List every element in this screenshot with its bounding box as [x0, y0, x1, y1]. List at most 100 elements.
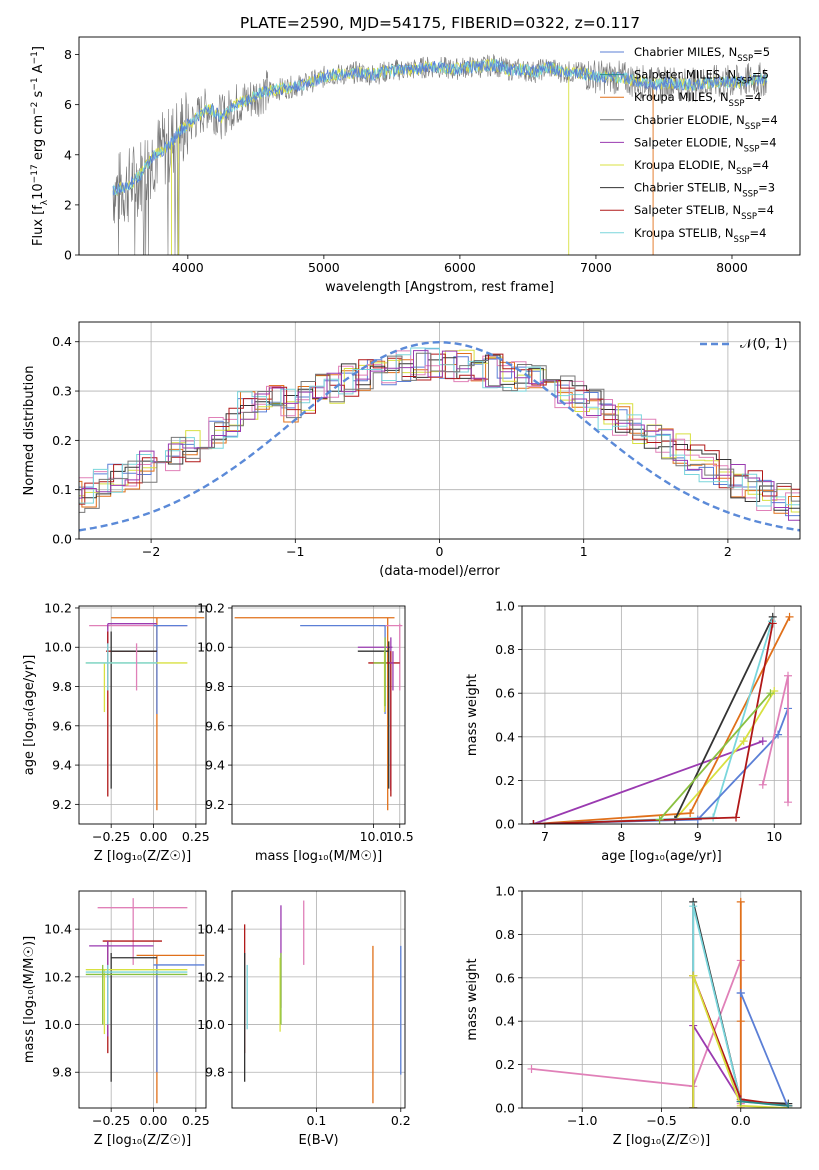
mass_vs_Z-xtick-label: 0.00	[140, 1113, 168, 1128]
age_vs_mass-plot	[234, 617, 403, 811]
mass_vs_Z-ylabel: mass [log₁₀(M/M☉)]	[22, 936, 37, 1063]
legend-tail: =5	[752, 68, 769, 82]
spectrum-legend-label: Salpeter MILES, NSSP=5	[634, 68, 769, 87]
weight_vs_Z-series-line	[740, 1100, 789, 1107]
spectrum-xtick-label: 6000	[444, 260, 476, 275]
weight_vs_Z-series-line	[692, 975, 789, 1108]
age_vs_Z-xtick-label: 0.25	[182, 829, 210, 844]
mass_vs_Z-ytick-label: 10.0	[44, 1017, 72, 1032]
legend-sub: SSP	[744, 144, 760, 154]
age_vs_mass-xtick-label: 10.5	[386, 829, 414, 844]
age_vs_mass-ytick-label: 10.0	[197, 640, 225, 655]
age_vs_mass-ytick-label: 10.2	[197, 600, 225, 615]
weight_vs_age-series-line	[533, 623, 774, 824]
weight_vs_Z-ytick-label: 1.0	[495, 884, 515, 899]
age_vs_Z-ytick-label: 10.2	[44, 600, 72, 615]
spectrum-ylabel-part: −17	[30, 164, 40, 183]
weight_vs_age-series-line	[533, 708, 789, 824]
spectrum-xtick-label: 5000	[308, 260, 340, 275]
weight_vs_age-marker	[732, 813, 741, 822]
age_vs_Z-xtick-label: 0.00	[140, 829, 168, 844]
age_vs_mass-ytick-label: 9.8	[205, 679, 225, 694]
spectrum-ylabel-part: 10	[31, 183, 46, 200]
weight_vs_age-ytick-label: 0.8	[495, 642, 515, 657]
weight_vs_age-ytick-label: 1.0	[495, 599, 515, 614]
weight_vs_age-marker	[655, 815, 664, 824]
mass_vs_ebv-frame: 0.1 0.2 9.8 10.0 10.2 10.4 E(B-V)	[197, 890, 411, 1148]
spectrum-data-line	[112, 54, 768, 255]
mass_vs_ebv-ytick-label: 10.2	[197, 969, 225, 984]
legend-tail: =4	[744, 90, 761, 104]
residuals-ytick-label: 0.1	[52, 482, 72, 497]
weight_vs_age-marker	[768, 619, 777, 628]
residuals-plot	[79, 340, 800, 532]
mass_vs_ebv-xtick-label: 0.2	[391, 1113, 411, 1128]
mass_vs_ebv-axes: 0.1 0.2 9.8 10.0 10.2 10.4 E(B-V)	[197, 890, 411, 1148]
spectrum-legend-label: Chabrier MILES, NSSP=5	[634, 45, 770, 64]
mass_vs_Z-xtick-label: 0.25	[182, 1113, 210, 1128]
mass_vs_Z-axes: −0.25 0.00 0.25 9.8 10.0 10.2 10.4 Z [log₁₀(Z/Z…	[22, 890, 210, 1148]
spectrum-axes-frame	[78, 36, 801, 256]
legend-tail: =3	[758, 181, 775, 195]
weight_vs_Z-marker	[736, 988, 745, 997]
spectrum-model-line	[112, 59, 768, 196]
weight_vs_Z-marker	[527, 1064, 536, 1073]
mass_vs_ebv-axes-frame	[231, 890, 406, 1109]
residuals-histogram-series	[79, 352, 800, 513]
residuals-axes: −2 −1 0 1 2 0.0 0.1 0.2 0.3 0.4 (data-model)/error…	[22, 321, 801, 579]
weight_vs_Z-xtick-label: −0.5	[646, 1113, 676, 1128]
spectrum-legend-label: Chabrier ELODIE, NSSP=4	[634, 113, 778, 132]
legend-text: Salpeter MILES, N	[634, 68, 736, 82]
spectrum-ylabel-part: erg cm	[31, 115, 46, 164]
legend-sub: SSP	[736, 167, 752, 177]
age_vs_Z-axes: −0.25 0.00 0.25 9.2 9.4 9.6 9.8 10.0 10.2 Z [log₁…	[22, 600, 210, 864]
spectrum-legend-label: Salpeter STELIB, NSSP=4	[634, 203, 774, 222]
legend-sub: SSP	[737, 54, 753, 64]
mass_vs_Z-ytick-label: 10.4	[44, 922, 72, 937]
legend-text: Chabrier MILES, N	[634, 45, 737, 59]
weight_vs_age-marker	[686, 809, 695, 818]
mass_vs_ebv-ytick-label: 10.4	[197, 922, 225, 937]
residuals-histogram-series	[79, 350, 800, 511]
age_vs_Z-ytick-label: 9.6	[52, 718, 72, 733]
mass_vs_ebv-ytick-label: 9.8	[205, 1065, 225, 1080]
weight_vs_age-marker	[766, 689, 775, 698]
weight_vs_age-plot	[529, 612, 794, 824]
spectrum-legend-label: Salpeter ELODIE, NSSP=4	[634, 135, 777, 154]
weight_vs_Z-series-line	[739, 992, 790, 1108]
residuals-xtick-label: 1	[580, 544, 588, 559]
spectrum-ylabel-part: −2	[30, 102, 40, 115]
residuals-xtick-label: 2	[724, 544, 732, 559]
age_vs_mass-xlabel: mass [log₁₀(M/M☉)]	[255, 849, 382, 864]
weight_vs_age-marker	[774, 730, 783, 739]
weight_vs_age-series-line	[761, 675, 789, 803]
spectrum-frame: 4000 5000 6000 7000 8000 0 2 4 6 8 wavelength [Ang…	[30, 36, 801, 295]
age_vs_mass-ytick-label: 9.6	[205, 718, 225, 733]
residuals-ytick-label: 0.3	[52, 384, 72, 399]
mass_vs_Z-xlabel: Z [log₁₀(Z/Z☉)]	[94, 1133, 191, 1148]
spectrum-ylabel-part: λ	[40, 199, 50, 205]
age_vs_Z-ytick-label: 9.2	[52, 797, 72, 812]
residuals-xtick-label: −1	[286, 544, 304, 559]
legend-sub: SSP	[745, 122, 761, 132]
weight_vs_Z-axes: −1.0 −0.5 0.0 0.0 0.2 0.4 0.6 0.8 1.0 Z [log₁₀(Z/…	[465, 884, 802, 1148]
weight_vs_age-ylabel: mass weight	[465, 674, 480, 756]
spectrum-xtick-label: 7000	[580, 260, 612, 275]
legend-text: Chabrier STELIB, N	[634, 181, 742, 195]
weight_vs_age-xtick-label: 9	[694, 829, 702, 844]
legend-sub: SSP	[736, 77, 752, 87]
mass_vs_Z-axes-frame	[78, 890, 207, 1109]
mass_vs_Z-plot	[85, 898, 205, 1104]
weight_vs_Z-marker	[689, 971, 698, 980]
mass_vs_Z-xtick-label: −0.25	[92, 1113, 130, 1128]
legend-tail: =4	[749, 226, 766, 240]
age_vs_Z-ytick-label: 9.8	[52, 679, 72, 694]
weight_vs_Z-plot	[527, 897, 793, 1108]
spectrum-ytick-label: 2	[64, 197, 72, 212]
weight_vs_Z-frame: −1.0 −0.5 0.0 0.0 0.2 0.4 0.6 0.8 1.0 Z [log₁₀(Z/…	[465, 884, 802, 1148]
age_vs_Z-grid	[79, 606, 206, 824]
spectrum-ylabel-part: −1	[30, 77, 40, 90]
mass_vs_ebv-grid	[232, 891, 405, 1108]
weight_vs_Z-marker	[689, 902, 698, 911]
